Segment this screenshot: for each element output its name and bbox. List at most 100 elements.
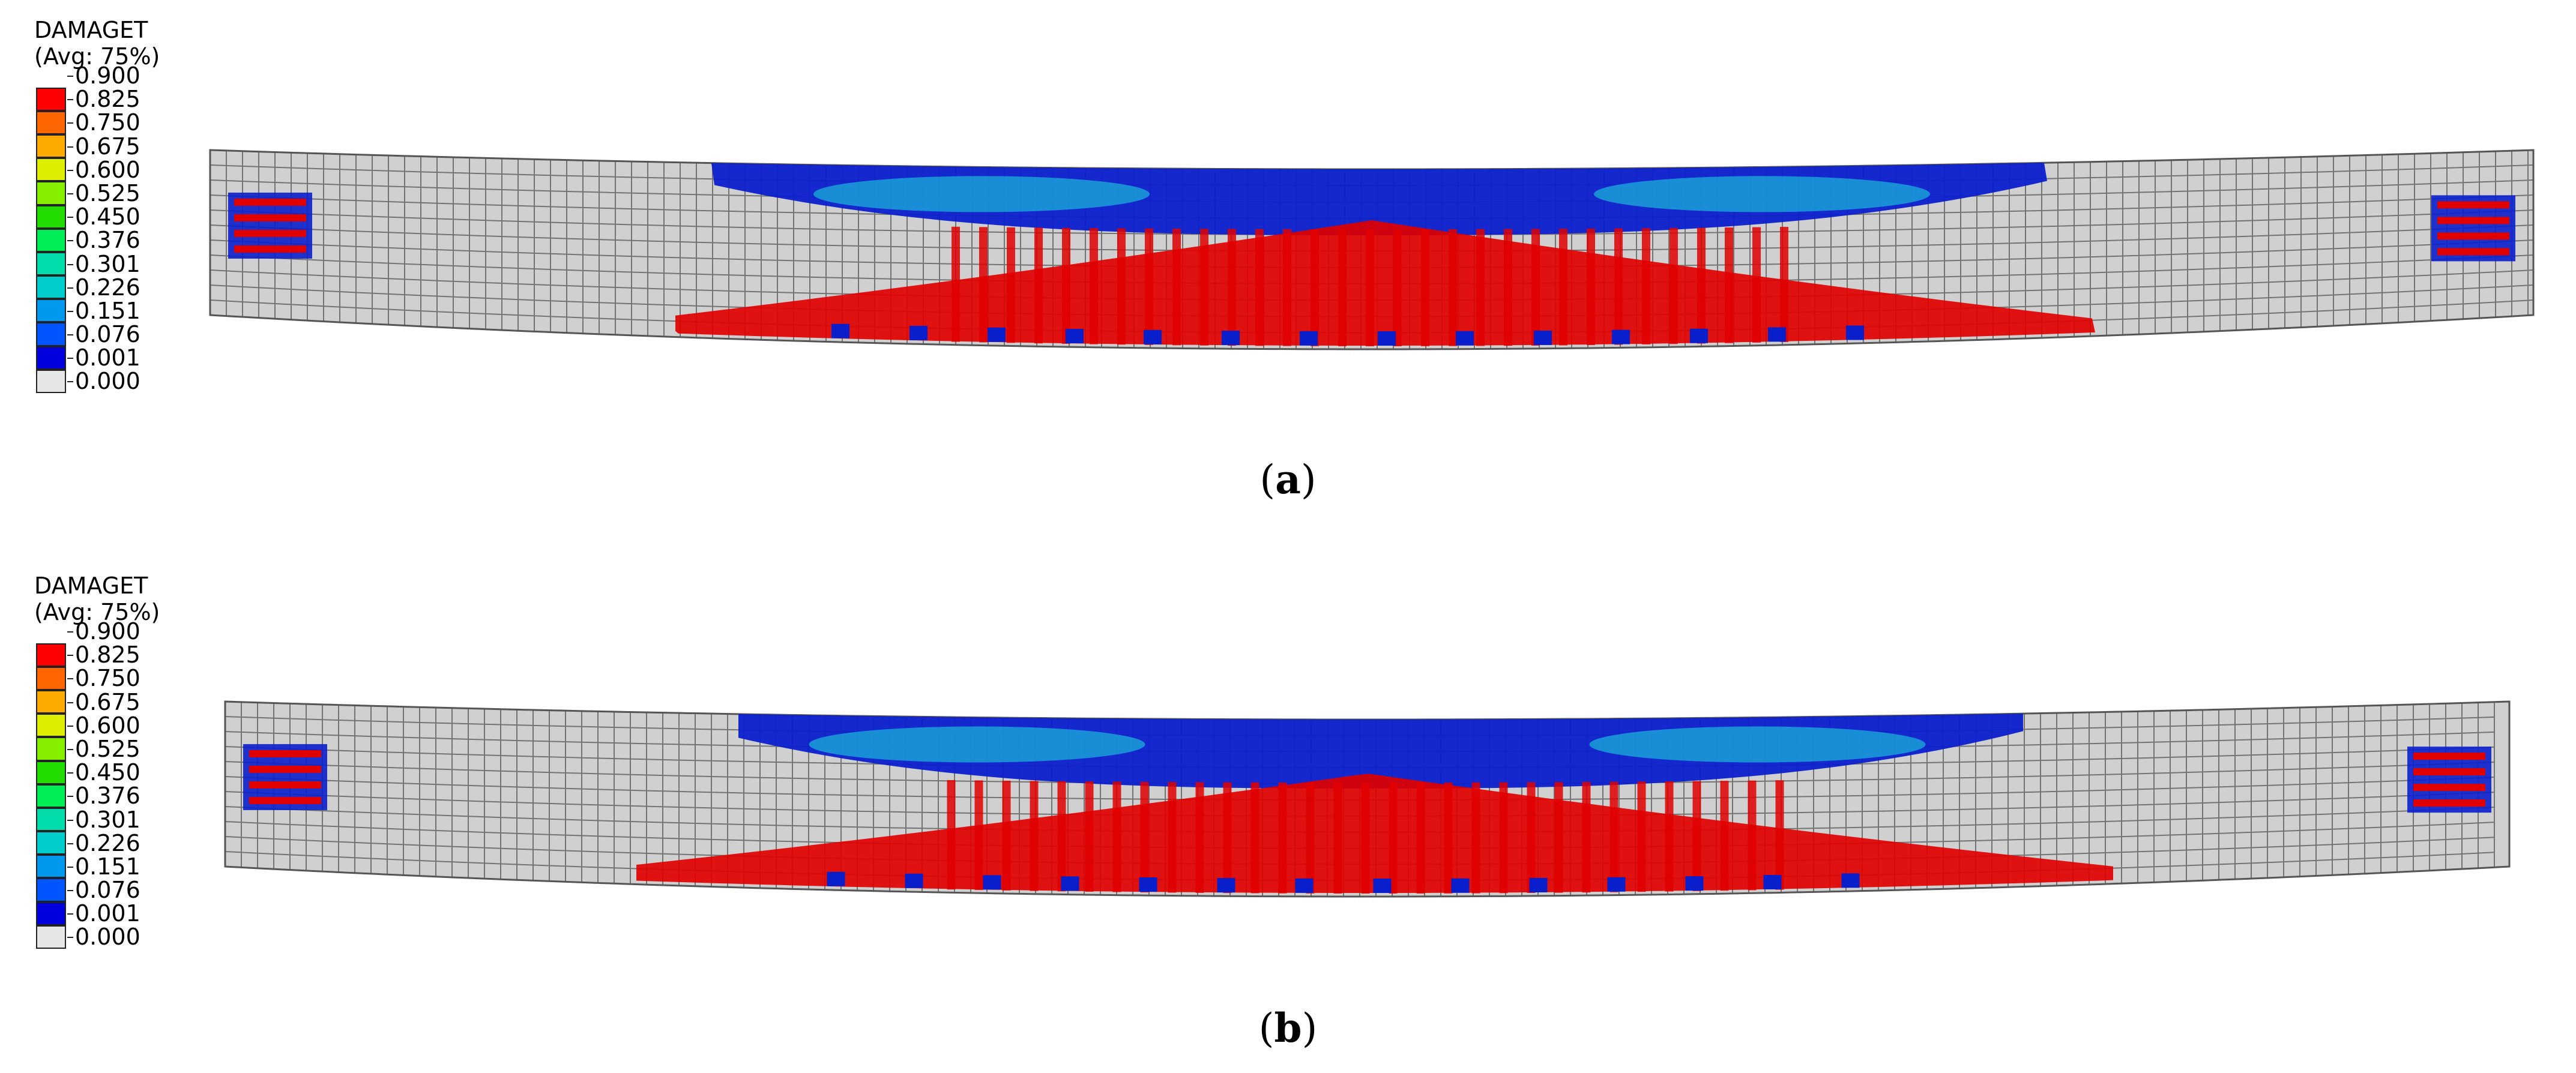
legend-row: 0.001 [34,346,226,394]
legend-swatch [36,134,66,158]
legend-value: 0.151 [75,853,140,880]
crack-column [1389,782,1398,894]
legend-value: 0.076 [75,321,140,348]
caption-open: ( [1259,457,1276,503]
legend-swatch [36,205,66,229]
crack-column [1366,229,1374,346]
crack-column [979,227,988,343]
damage-band [809,726,1145,763]
damage-patch [1841,873,1860,888]
legend-tick [67,937,73,939]
legend-swatch [36,275,66,299]
legend-value: 0.600 [75,712,140,739]
crack-column [1090,228,1098,344]
legend-title: DAMAGET [34,573,148,599]
legend-swatch [36,807,66,832]
support-crack [249,750,321,757]
legend-tick [67,796,73,798]
legend-row: 0.076 [34,878,226,925]
damage-patch [909,325,928,340]
legend-row: 0.600 [34,714,226,761]
crack-column [1002,780,1011,891]
legend-value: 0.226 [75,274,140,301]
beam-contour-b [224,700,2511,898]
support-crack [2413,799,2485,807]
legend-tick [67,169,73,171]
legend-value: 0.675 [75,688,140,715]
crack-column [1311,229,1319,346]
legend-value: 0.825 [75,86,140,113]
legend-swatch [36,760,66,784]
crack-column [1361,782,1370,894]
damage-patch [831,323,849,338]
legend-tick [67,631,73,633]
damage-patch [1222,331,1240,346]
damage-patch [1768,327,1786,342]
crack-column [1333,782,1342,894]
legend-tick [67,678,73,680]
crack-column [1223,782,1232,894]
legend-tick [67,381,73,383]
crack-column [1034,227,1043,344]
damage-patch [1295,878,1314,893]
legend-row: 0.900 [34,619,226,667]
damage-patch [1144,329,1162,344]
damage-patch [1690,328,1708,343]
damage-patch [1378,331,1396,346]
legend-row: 0.675 [34,134,226,182]
crack-column [1145,228,1153,345]
legend-scale: 0.900 0.825 0.750 0.675 0.600 0.525 0.450 0.376… [34,619,226,961]
support-crack [249,781,321,789]
crack-column [1609,781,1618,892]
legend-row: 0.226 [34,275,226,323]
crack-column [1085,781,1094,892]
legend-tick [67,122,73,124]
crack-column [1692,781,1701,891]
caption-open: ( [1258,1005,1274,1051]
crack-column [1283,229,1291,346]
legend-row: 0.000 [34,925,226,960]
crack-column [1614,228,1623,345]
crack-column [1007,227,1015,343]
crack-column [1637,781,1646,892]
crack-column [1476,229,1485,346]
legend-title: DAMAGET [34,17,148,43]
legend-value: 0.000 [75,924,140,951]
legend-swatch [36,251,66,276]
legend-value: 0.301 [75,806,140,833]
legend-subtitle: (Avg: 75%) [34,599,160,625]
legend-tick [67,263,73,265]
legend-tick [67,217,73,218]
caption-a: (a) [0,456,2576,503]
support-crack [234,245,306,253]
damage-patch [983,875,1001,890]
crack-column [1449,229,1457,346]
legend-swatch [36,369,66,394]
crack-column [1665,781,1674,892]
support-crack [2437,248,2509,256]
crack-column [1278,782,1287,894]
crack-column [1748,780,1757,891]
damage-patch [1217,878,1235,893]
crack-column [1527,782,1536,894]
legend-row: 0.000 [34,369,226,404]
legend-row: 0.151 [34,855,226,902]
legend-row: 0.750 [34,666,226,714]
caption-letter: b [1274,1005,1302,1051]
legend-tick [67,358,73,359]
legend-tick [67,655,73,657]
legend-row: 0.525 [34,181,226,229]
legend-swatch [36,714,66,738]
legend-row: 0.151 [34,299,226,346]
support-crack [249,796,321,804]
crack-column [1554,782,1563,893]
legend-tick [67,725,73,727]
crack-column [1062,227,1070,344]
legend-row: 0.450 [34,205,226,252]
crack-column [1112,781,1121,892]
crack-column [1444,782,1453,894]
legend-row: 0.675 [34,690,226,738]
legend-row: 0.226 [34,831,226,879]
legend-b: DAMAGET (Avg: 75%) 0.900 0.825 0.750 0.675 0… [34,573,226,961]
legend-value: 0.525 [75,179,140,206]
